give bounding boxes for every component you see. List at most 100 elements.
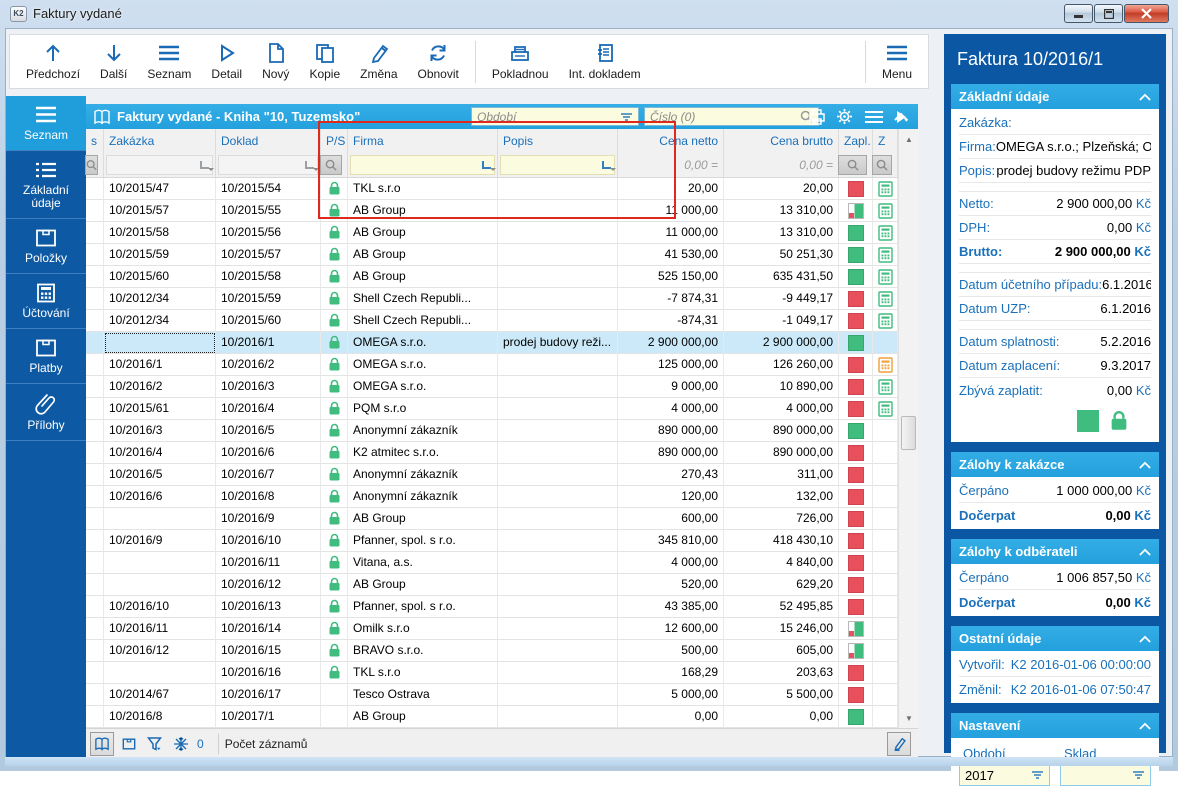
toolbar-button-seznam[interactable]: Seznam [137,38,201,86]
number-search-field[interactable]: Číslo (0) [644,107,819,126]
table-row[interactable]: 10/2015/59 10/2015/57 AB Group 41 530,00 50 … [86,244,898,266]
collapse-chevron-icon[interactable] [1139,722,1151,730]
book-view-toggle[interactable] [90,731,114,756]
table-row[interactable]: 10/2014/67 10/2016/17 Tesco Ostrava 5 000,0… [86,684,898,706]
table-row[interactable]: 10/2016/10 10/2016/13 Pfanner, spol. s r.o… [86,596,898,618]
table-row[interactable]: 10/2016/12 10/2016/15 BRAVO s.r.o. 500,00 60… [86,640,898,662]
column-header-s[interactable]: s [86,129,104,152]
toolbar-button-int-dokladem[interactable]: Int. dokladem [559,38,651,86]
column-header-popis[interactable]: Popis [498,129,618,152]
row-doklad: 10/2016/17 [216,684,321,706]
column-filter-icon [602,160,616,171]
sidebar-item-zakladni-udaje[interactable]: Základní údaje [6,151,86,219]
filter-funnel-icon[interactable] [143,732,167,756]
table-row[interactable]: 10/2016/5 10/2016/7 Anonymní zákazník 270,4… [86,464,898,486]
table-row[interactable]: 10/2016/1 10/2016/2 OMEGA s.r.o. 125 000,00… [86,354,898,376]
column-header-zapl[interactable]: Zapl. [839,129,873,152]
sidebar-item-platby[interactable]: Platby [6,329,86,384]
scroll-down-arrow[interactable]: ▼ [899,708,919,728]
gear-icon[interactable] [836,108,853,125]
freeze-snowflake-icon[interactable] [169,732,193,756]
toolbar-button-predchozi[interactable]: Předchozí [16,38,90,86]
section-header[interactable]: Zálohy k odběrateli [951,539,1159,564]
column-header-firma[interactable]: Firma [348,129,498,152]
table-row[interactable]: 10/2016/4 10/2016/6 K2 atmitec s.r.o. 890 0… [86,442,898,464]
column-header-ps[interactable]: P/S [321,129,348,152]
filter-s[interactable] [85,152,104,177]
warehouse-select[interactable] [1060,764,1151,786]
section-header[interactable]: Základní údaje [951,84,1159,109]
edit-pencil-icon[interactable] [887,731,911,756]
table-row[interactable]: 10/2012/34 10/2015/60 Shell Czech Republi.… [86,310,898,332]
section-header[interactable]: Ostatní údaje [951,626,1159,651]
toolbar-button-obnovit[interactable]: Obnovit [408,38,469,86]
sidebar-item-seznam[interactable]: Seznam [6,96,86,151]
period-filter-field[interactable]: Období [471,107,639,126]
collapse-chevron-icon[interactable] [1139,548,1151,556]
filter-z[interactable] [872,152,898,177]
filter-firma[interactable] [348,152,498,177]
filter-zakazka[interactable] [104,152,216,177]
table-row[interactable]: 10/2015/60 10/2015/58 AB Group 525 150,00 63… [86,266,898,288]
close-button[interactable] [1124,4,1169,23]
toolbar-button-dalsi[interactable]: Další [90,38,137,86]
table-row[interactable]: 10/2012/34 10/2015/59 Shell Czech Republi.… [86,288,898,310]
menu-button[interactable]: Menu [872,38,922,86]
collapse-chevron-icon[interactable] [1139,635,1151,643]
table-row[interactable]: 10/2016/11 10/2016/14 Omilk s.r.o 12 600,00… [86,618,898,640]
print-icon[interactable] [808,108,826,125]
section-header[interactable]: Zálohy k zakázce [951,452,1159,477]
filter-cena-netto[interactable]: 0,00 = [618,152,724,177]
table-row[interactable]: 10/2016/1 OMEGA s.r.o. prodej budovy reži.… [86,332,898,354]
filter-doklad[interactable] [216,152,321,177]
toolbar-button-detail[interactable]: Detail [201,38,252,86]
column-header-z[interactable]: Z [873,129,898,152]
period-select[interactable]: 2017 [959,764,1050,786]
column-header-cena-netto[interactable]: Cena netto [618,129,724,152]
table-row[interactable]: 10/2016/9 10/2016/10 Pfanner, spol. s r.o.… [86,530,898,552]
table-row[interactable]: 10/2016/3 10/2016/5 Anonymní zákazník 890 0… [86,420,898,442]
collapse-chevron-icon[interactable] [894,112,908,121]
toolbar-button-kopie[interactable]: Kopie [299,38,350,86]
table-row[interactable]: 10/2015/57 10/2015/55 AB Group 11 000,00 13 … [86,200,898,222]
section-header[interactable]: Nastavení [951,713,1159,738]
dropdown-chevrons-icon[interactable] [1031,770,1044,780]
maximize-button[interactable] [1094,4,1123,23]
filter-ps[interactable] [320,152,348,177]
table-row[interactable]: 10/2016/16 TKL s.r.o 168,29 203,63 [86,662,898,684]
column-header-doklad[interactable]: Doklad [216,129,321,152]
filter-zapl[interactable] [838,152,873,177]
table-row[interactable]: 10/2016/11 Vitana, a.s. 4 000,00 4 840,00 [86,552,898,574]
column-header-zakazka[interactable]: Zakázka [104,129,216,152]
toolbar-button-novy[interactable]: Nový [252,38,299,86]
collapse-chevron-icon[interactable] [1139,461,1151,469]
table-row[interactable]: 10/2015/61 10/2016/4 PQM s.r.o 4 000,00 4 00… [86,398,898,420]
sidebar-item-prilohy[interactable]: Přílohy [6,384,86,441]
box-view-toggle[interactable] [117,732,141,756]
filter-popis[interactable] [498,152,618,177]
minimize-button[interactable] [1064,4,1093,23]
toolbar-button-label: Pokladnou [491,66,549,81]
table-row[interactable]: 10/2016/9 AB Group 600,00 726,00 [86,508,898,530]
toolbar-button-pokladnou[interactable]: Pokladnou [482,38,559,86]
filter-cena-brutto[interactable]: 0,00 = [724,152,839,177]
collapse-chevron-icon[interactable] [1139,93,1151,101]
vertical-scrollbar[interactable]: ▲ ▼ [898,129,919,728]
column-header-cena-brutto[interactable]: Cena brutto [724,129,839,152]
scroll-up-arrow[interactable]: ▲ [899,129,919,149]
table-row[interactable]: 10/2015/58 10/2015/56 AB Group 11 000,00 13 … [86,222,898,244]
detail-row-label: Vytvořil: [959,657,1005,672]
table-row[interactable]: 10/2016/12 AB Group 520,00 629,20 [86,574,898,596]
dropdown-chevrons-icon[interactable] [1132,770,1145,780]
table-row[interactable]: 10/2016/8 10/2017/1 AB Group 0,00 0,00 [86,706,898,728]
scrollbar-thumb[interactable] [901,416,916,450]
sidebar-item-polozky[interactable]: Položky [6,219,86,274]
detail-row-value: 1 000 000,00 Kč [1056,483,1151,498]
sidebar-item-uctovani[interactable]: Účtování [6,274,86,329]
grid-menu-icon[interactable] [864,110,884,124]
table-row[interactable]: 10/2015/47 10/2015/54 TKL s.r.o 20,00 20,00 [86,178,898,200]
toolbar-button-zmena[interactable]: Změna [350,38,407,86]
table-row[interactable]: 10/2016/2 10/2016/3 OMEGA s.r.o. 9 000,00 10… [86,376,898,398]
table-row[interactable]: 10/2016/6 10/2016/8 Anonymní zákazník 120,0… [86,486,898,508]
filter-dropdown-icon[interactable] [620,112,633,122]
